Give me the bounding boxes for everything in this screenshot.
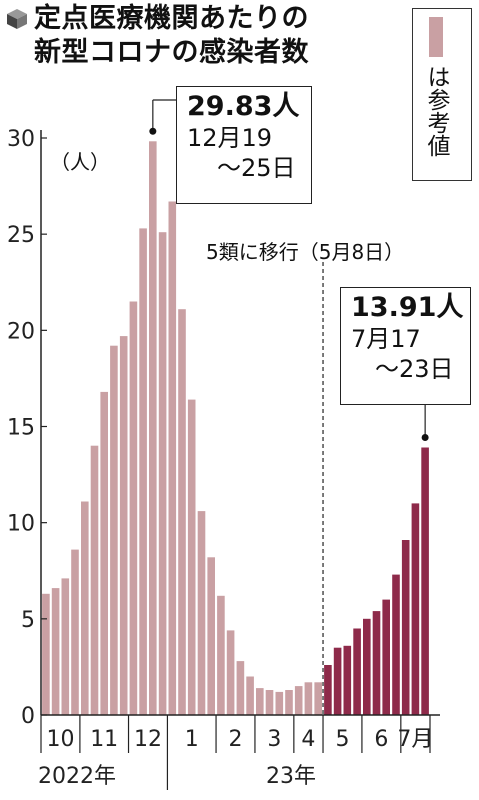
bar-reference (256, 688, 264, 715)
y-tick-label: 0 (21, 704, 35, 729)
y-tick-label: 15 (7, 416, 35, 441)
bar-reference (119, 336, 128, 715)
y-tick-label: 5 (21, 608, 35, 633)
title-line-1: 定点医療機関あたりの (34, 3, 309, 34)
bar-confirmed (382, 599, 390, 715)
bar-reference (294, 686, 303, 715)
bar-reference (226, 630, 235, 715)
y-tick-label: 10 (7, 512, 35, 537)
bar-reference (304, 682, 313, 715)
legend-label: は参考値 (423, 65, 449, 157)
bar-reference (110, 345, 118, 715)
bar-confirmed (372, 611, 381, 715)
y-tick-label: 30 (7, 127, 35, 152)
bar-reference (314, 682, 322, 715)
month-label: 2 (229, 727, 243, 752)
latest-value: 13.91人 (351, 292, 464, 323)
latest-date-end: ～23日 (375, 355, 454, 383)
month-label: 6 (374, 727, 388, 752)
bar-reference (158, 232, 167, 715)
title-line-2: 新型コロナの感染者数 (34, 37, 309, 68)
bar-reference (139, 228, 147, 715)
month-label: 4 (301, 727, 315, 752)
peak-date-end: ～25日 (217, 154, 296, 182)
y-tick-label: 25 (7, 223, 35, 248)
bar-reference (265, 690, 274, 715)
bar-confirmed (392, 574, 400, 715)
bar-confirmed (363, 618, 371, 715)
month-label: 5 (336, 727, 350, 752)
bar-reference (246, 676, 254, 715)
month-label: 11 (90, 727, 118, 752)
bar-confirmed (421, 447, 429, 715)
peak-value: 29.83人 (187, 91, 300, 122)
year-label: 2022年 (38, 764, 116, 789)
event-label: 5類に移行（5月8日） (206, 240, 405, 264)
month-label: 1 (185, 727, 199, 752)
bar-confirmed (324, 665, 332, 715)
peak-marker (149, 127, 157, 135)
bar-reference (197, 511, 206, 715)
bar-reference (207, 557, 215, 715)
y-tick-label: 20 (7, 319, 35, 344)
legend: は参考値 (412, 8, 472, 181)
latest-annotation: 13.91人 7月17 ～23日 (340, 287, 471, 405)
bar-reference (100, 391, 108, 715)
bar-reference (187, 399, 196, 715)
bar-confirmed (401, 540, 410, 715)
bar-reference (285, 690, 293, 715)
bar-reference (90, 445, 99, 715)
bar-reference (149, 141, 157, 716)
year-label: 23年 (266, 764, 316, 789)
cube-icon (7, 9, 27, 29)
bar-reference (42, 593, 50, 715)
bar-reference (61, 578, 70, 715)
y-axis-unit: （人） (50, 150, 110, 174)
bar-reference (178, 309, 186, 715)
bar-confirmed (333, 647, 342, 715)
peak-annotation: 29.83人 12月19 ～25日 (176, 86, 312, 204)
bar-reference (51, 588, 60, 715)
month-label: 7月 (397, 727, 433, 752)
latest-date-start: 7月17 (351, 325, 421, 353)
bar-confirmed (411, 503, 420, 715)
latest-marker (421, 433, 429, 441)
bar-reference (168, 201, 177, 715)
month-label: 12 (134, 727, 162, 752)
bar-reference (71, 549, 79, 715)
month-label: 3 (267, 727, 281, 752)
legend-swatch (429, 17, 443, 57)
bar-reference (275, 691, 284, 715)
bar-reference (236, 661, 245, 715)
peak-date-start: 12月19 (187, 124, 273, 152)
bar-reference (129, 301, 138, 715)
bar-confirmed (343, 645, 352, 715)
chart-title: 定点医療機関あたりの 新型コロナの感染者数 (6, 2, 309, 70)
month-label: 10 (47, 727, 75, 752)
bar-confirmed (353, 628, 361, 715)
bar-reference (81, 501, 89, 715)
bar-reference (217, 595, 225, 715)
